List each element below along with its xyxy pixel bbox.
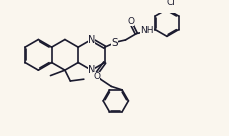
Text: Cl: Cl [165,0,174,7]
Text: O: O [127,16,134,26]
Text: O: O [93,72,100,81]
Text: N: N [87,35,95,44]
Text: NH: NH [140,26,153,35]
Text: N: N [87,65,95,75]
Text: S: S [111,38,117,48]
